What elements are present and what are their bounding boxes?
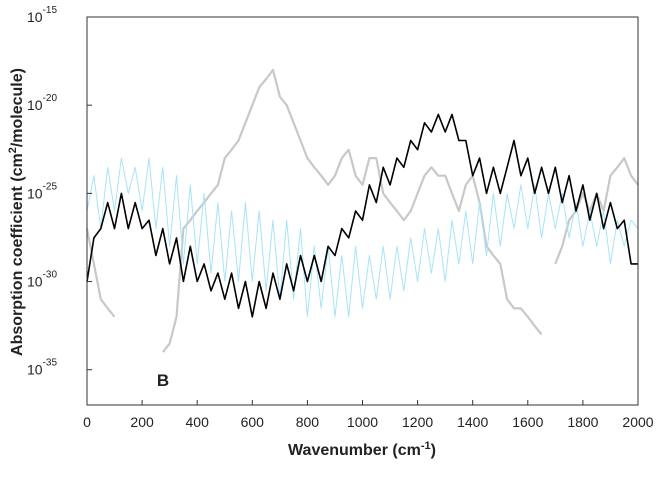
y-tick-label: 10-35 bbox=[27, 358, 57, 378]
annotation: B bbox=[157, 371, 169, 390]
x-tick-label: 2000 bbox=[622, 414, 653, 430]
x-tick-label: 200 bbox=[130, 414, 154, 430]
plot-group bbox=[85, 68, 639, 353]
y-tick-label: 10-30 bbox=[27, 270, 57, 290]
x-tick-label: 0 bbox=[83, 414, 91, 430]
y-tick-label: 10-25 bbox=[27, 181, 57, 201]
x-title-part: Wavenumber (cm bbox=[288, 442, 421, 459]
y-tick-base: 10 bbox=[27, 97, 43, 113]
x-tick-label: 1200 bbox=[402, 414, 433, 430]
x-tick-label: 1400 bbox=[457, 414, 488, 430]
y-tick-base: 10 bbox=[27, 362, 43, 378]
x-tick-label: 800 bbox=[296, 414, 320, 430]
x-title-part: ) bbox=[431, 442, 436, 459]
y-axis-title: Absorption coefficient (cm2/molecule) bbox=[7, 68, 26, 356]
y-tick-label: 10-20 bbox=[27, 93, 57, 113]
spectrum-line bbox=[86, 113, 638, 318]
x-title-sup: -1 bbox=[421, 440, 431, 452]
x-tick-label: 600 bbox=[241, 414, 265, 430]
spectrum-line bbox=[86, 157, 639, 318]
y-tick-base: 10 bbox=[27, 274, 43, 290]
y-tick-label: 10-15 bbox=[27, 5, 57, 25]
x-tick-label: 1000 bbox=[347, 414, 378, 430]
x-tick-label: 1600 bbox=[512, 414, 543, 430]
y-tick-exponent: -25 bbox=[43, 181, 58, 192]
x-axis-title: Wavenumber (cm-1) bbox=[288, 440, 436, 459]
y-tick-exponent: -35 bbox=[43, 358, 58, 369]
y-tick-exponent: -15 bbox=[43, 5, 58, 16]
x-tick-label: 1800 bbox=[567, 414, 598, 430]
y-tick-exponent: -20 bbox=[43, 93, 58, 104]
x-tick-label: 400 bbox=[186, 414, 210, 430]
y-tick-base: 10 bbox=[27, 9, 43, 25]
y-tick-exponent: -30 bbox=[43, 270, 58, 281]
y-title-sup: 2 bbox=[7, 147, 19, 153]
y-tick-base: 10 bbox=[27, 185, 43, 201]
plot-area bbox=[87, 17, 638, 405]
y-title-part: Absorption coefficient (cm bbox=[9, 153, 26, 356]
y-title-part: /molecule) bbox=[9, 68, 26, 147]
